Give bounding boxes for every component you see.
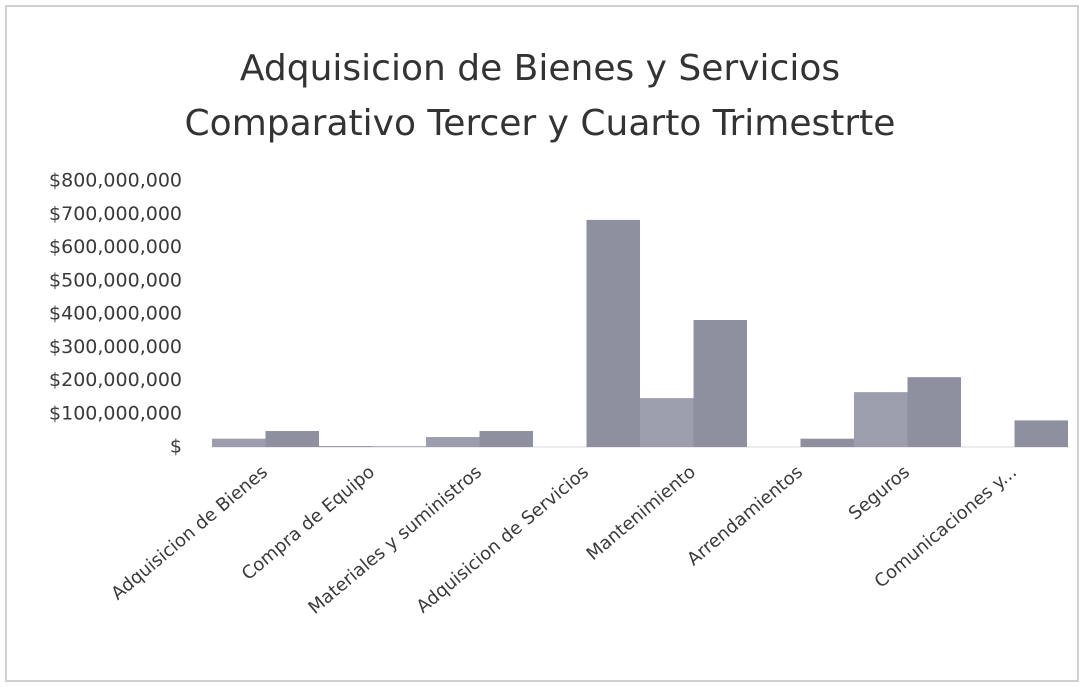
y-tick-label: $600,000,000 [49,236,182,258]
bar [907,377,961,447]
y-tick-label: $200,000,000 [49,369,182,391]
bar [854,392,908,447]
bar [265,431,319,447]
y-tick-label: $500,000,000 [49,269,182,291]
chart-frame [5,5,1079,682]
y-tick-label: $100,000,000 [49,402,182,424]
y-tick-label: $300,000,000 [49,336,182,358]
bar [479,431,533,447]
bar [319,446,373,447]
bar [693,319,747,447]
chart-title: Adquisicion de Bienes y Servicios [240,48,840,89]
bar [212,438,266,447]
bar [372,446,426,447]
bar [426,437,480,447]
y-tick-label: $800,000,000 [49,170,182,192]
bar [640,398,694,447]
y-tick-label: $ [170,436,182,458]
bar [586,219,640,447]
bar [1014,420,1068,447]
y-tick-label: $400,000,000 [49,303,182,325]
chart-subtitle: Comparativo Tercer y Cuarto Trimestrte [185,103,896,144]
bar [800,438,854,447]
y-tick-label: $700,000,000 [49,203,182,225]
